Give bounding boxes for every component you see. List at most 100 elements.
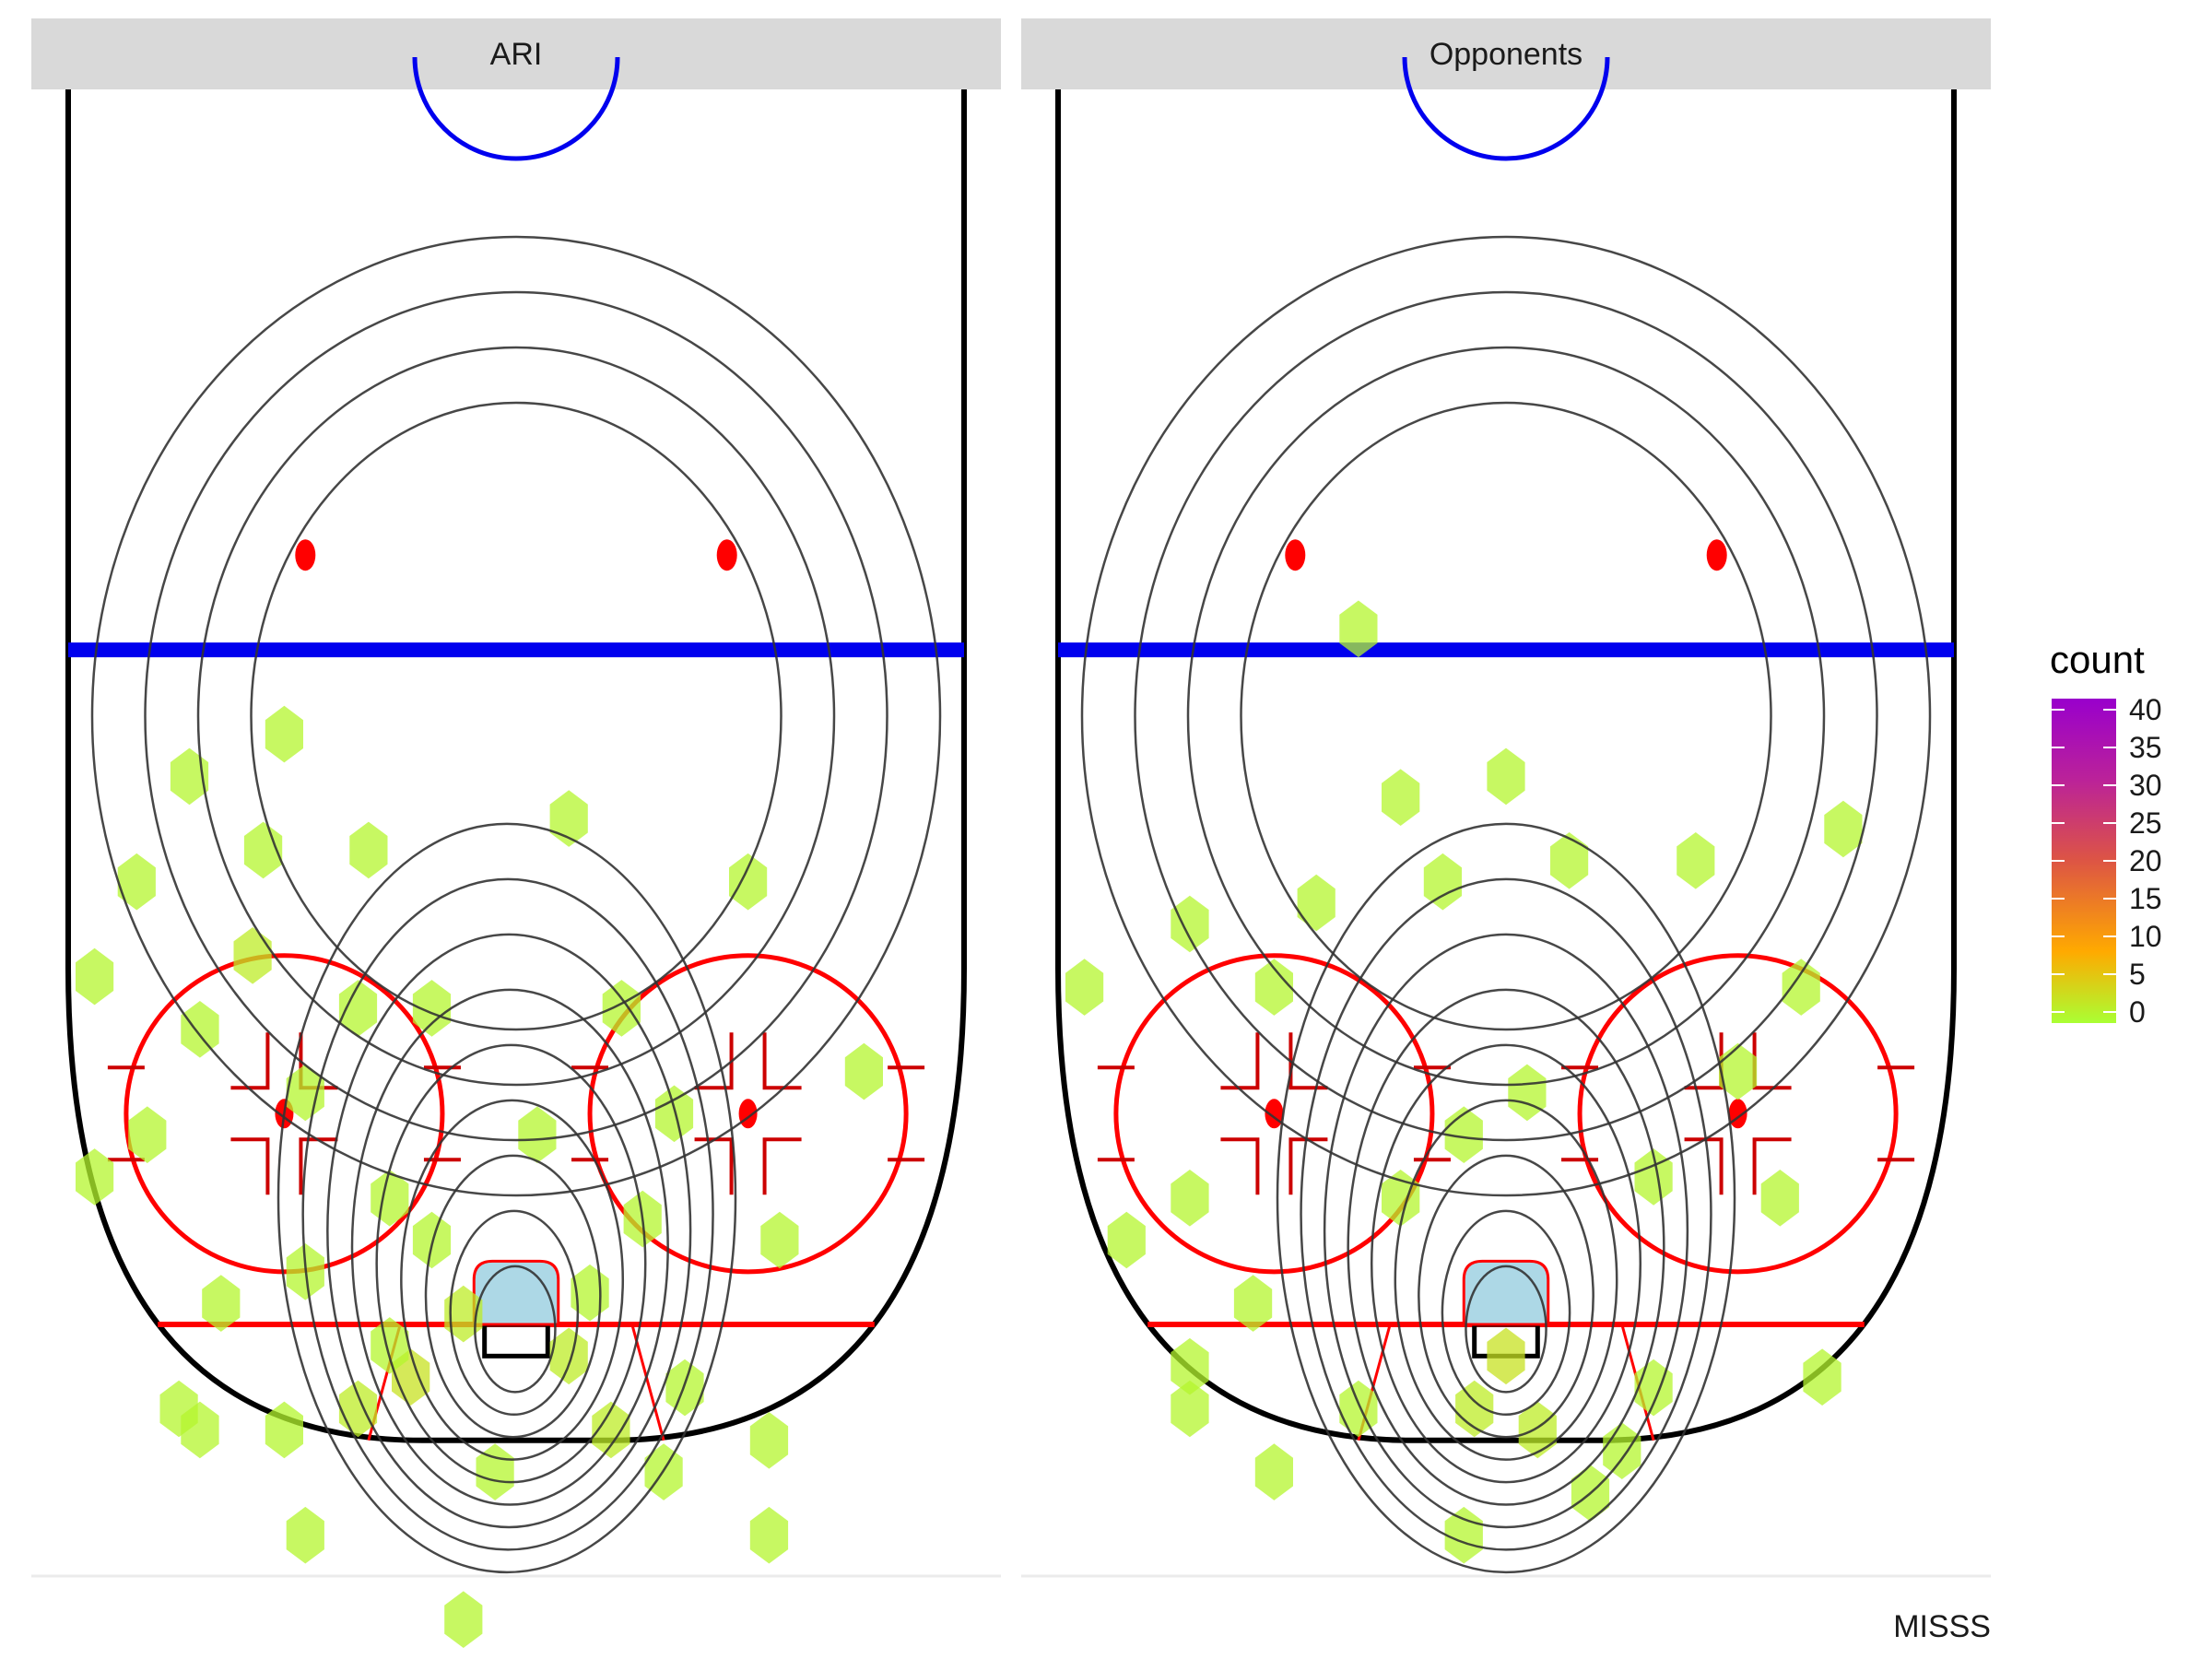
hexbin-cell [1254,1443,1293,1500]
hexbin-cell [286,1506,324,1564]
hexbin-cell [117,853,156,911]
goal-net [482,1322,550,1359]
hexbin-cell [760,1211,799,1269]
hexbin-cell [1824,800,1863,858]
hexbin-cell [1550,832,1589,889]
density-contour [375,1043,647,1484]
density-contour [1441,1209,1571,1417]
hexbin-cell [1782,959,1820,1016]
hexbin-cell [181,1001,219,1058]
hexbin-cell [1677,832,1715,889]
hexbin-cell [412,980,452,1037]
density-contour [301,877,714,1551]
faceoff-circle [1577,953,1899,1275]
boards [65,89,967,1443]
trapezoid-line [630,1324,665,1441]
density-contour [196,346,836,1087]
faceoff-hash [762,1032,802,1090]
hexbin-cell [181,1401,219,1459]
facet-strip-label-opponents: Opponents [1430,37,1583,72]
facet-strip-opponents [1021,18,1991,89]
density-contour [1300,877,1712,1551]
hexbin-cell [1171,1337,1209,1395]
faceoff-hash [1220,1032,1260,1090]
facet-ari: ARI [31,18,1001,1648]
hexbin-cell [233,927,272,984]
hexbin-cell [476,1443,514,1500]
hexbin-cell [76,1148,114,1206]
density-contour [276,822,737,1574]
hexbins-ari [76,705,883,1648]
hexbin-cell [1634,1148,1673,1206]
hexbin-cell [654,1085,694,1143]
neutral-zone-dot [716,539,737,571]
colorbar-ticks: 40 35 30 25 20 15 10 5 0 [2052,693,2162,1029]
density-contour [1347,988,1665,1506]
faceoff-hash [762,1137,802,1195]
contours-ari [90,235,942,1574]
density-contour [449,1209,580,1417]
hexbin-cell [1760,1170,1799,1227]
density-contour [250,401,782,1031]
colorbar-tick-label: 30 [2129,769,2162,802]
faceoff-hash [1684,1032,1724,1090]
caption: MISSS [1893,1609,1991,1644]
density-contour [1370,1043,1642,1484]
colorbar-tick-label: 40 [2129,693,2162,726]
hexbin-cell [349,821,388,879]
hexbin-cell [729,853,768,911]
faceoff-hash [1288,1032,1328,1090]
contours-opponents [1080,235,1932,1574]
colorbar-tick-label: 0 [2129,995,2146,1029]
density-contour [424,1154,602,1439]
hexbin-cell [444,1591,483,1648]
density-contour [474,1265,557,1394]
colorbar-tick-label: 10 [2129,920,2162,953]
hexbin-cell [1171,1170,1209,1227]
hexbin-cell [1297,874,1335,932]
faceoff-circle [124,953,445,1275]
density-contour [144,290,888,1142]
faceoff-hash [299,1137,338,1195]
hexbin-cell [844,1042,883,1100]
faceoff-hash [230,1137,270,1195]
density-contour [1240,401,1772,1031]
faceoff-circle [587,953,909,1275]
faceoff-hash [1288,1137,1328,1195]
hexbin-cell [1107,1211,1146,1269]
density-contour [1465,1265,1547,1394]
hexbin-cell [1382,769,1420,826]
faceoff-hash [694,1032,734,1090]
hexbin-cell [749,1506,789,1564]
hexbin-cell [1171,1380,1209,1438]
hexbin-cell [170,747,209,806]
faceoff-hash [1684,1137,1724,1195]
density-contour [1186,346,1826,1087]
hexbin-cell [1339,600,1378,658]
legend-title: count [2050,638,2145,681]
legend: count 40 35 30 25 20 15 10 5 0 [2050,638,2162,1029]
hexbin-cell [1803,1348,1841,1406]
hexbin-cell [243,821,283,879]
hexbin-cell [1487,747,1525,806]
faceoff-hash [1752,1032,1792,1090]
hexbin-cell [265,1401,303,1459]
hexbin-cell [1171,895,1209,953]
blue-line [68,642,964,658]
faceoff-hash [1752,1137,1792,1195]
neutral-zone-dot [1706,539,1727,571]
density-contour [1134,290,1878,1142]
blue-line [1058,642,1954,658]
hexbin-cell [749,1412,789,1469]
density-contour [1418,1154,1594,1439]
hexbin-cell [412,1211,452,1269]
colorbar-tick-label: 5 [2129,958,2146,991]
colorbar-tick-label: 25 [2129,806,2162,840]
goal-crease [1462,1259,1550,1326]
hexbin-cell [265,705,303,763]
faceoff-circle [1113,953,1435,1275]
neutral-zone-dot [1285,539,1306,571]
goal-crease [472,1259,560,1326]
hexbin-cell [128,1106,167,1163]
